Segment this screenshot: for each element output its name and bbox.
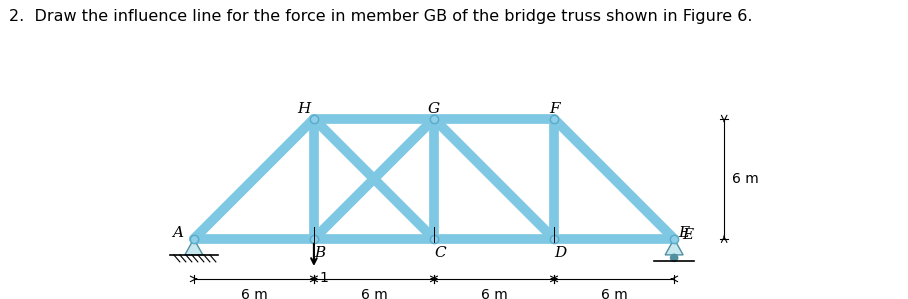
Text: 6 m: 6 m (732, 172, 759, 186)
Circle shape (670, 254, 677, 262)
Text: E: E (682, 228, 694, 242)
Text: G: G (428, 102, 440, 116)
Text: 2.  Draw the influence line for the force in member GB of the bridge truss shown: 2. Draw the influence line for the force… (9, 9, 753, 24)
Text: B: B (314, 246, 326, 260)
Polygon shape (666, 239, 683, 255)
Polygon shape (185, 239, 202, 255)
Text: 6 m: 6 m (360, 288, 388, 299)
Text: 6 m: 6 m (480, 288, 508, 299)
Text: 1: 1 (320, 271, 329, 285)
Text: D: D (554, 246, 567, 260)
Text: H: H (297, 102, 311, 116)
Text: A: A (173, 226, 183, 240)
Text: E: E (678, 226, 690, 240)
Text: F: F (548, 102, 559, 116)
Text: C: C (434, 246, 446, 260)
Text: 6 m: 6 m (601, 288, 627, 299)
Text: 6 m: 6 m (241, 288, 267, 299)
